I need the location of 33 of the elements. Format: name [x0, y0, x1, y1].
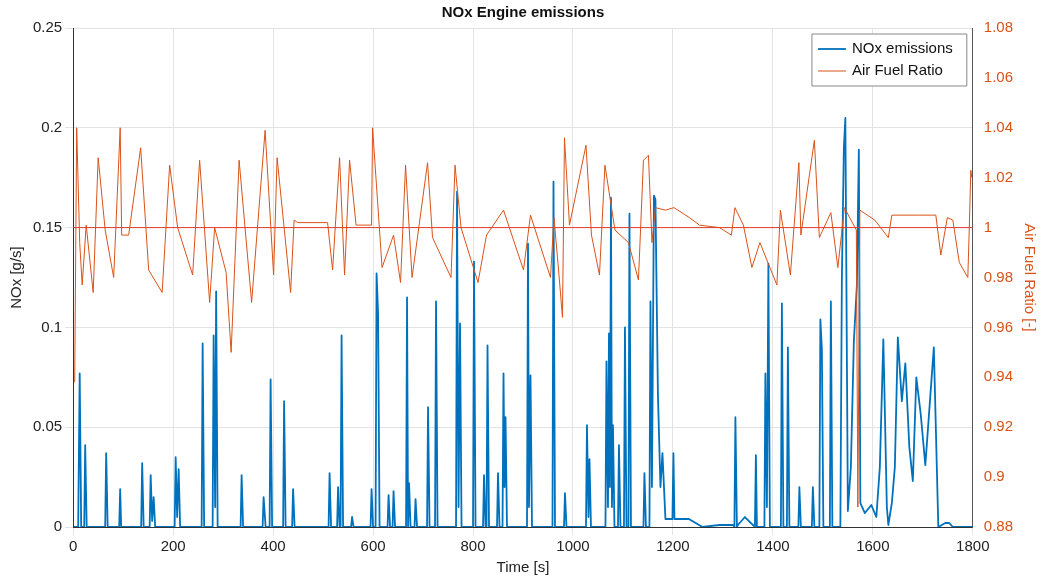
- y-tick-label: 0.15: [32, 217, 63, 235]
- y2-tick-label: 0.9: [983, 467, 1005, 485]
- y2-axis-title: Air Fuel Ratio [-]: [1021, 223, 1039, 332]
- legend-label: Air Fuel Ratio: [851, 61, 943, 79]
- y-tick-label: 0.05: [32, 417, 63, 435]
- y2-tick-label: 1: [983, 217, 993, 235]
- y2-tick-label: 0.92: [983, 417, 1014, 435]
- y2-tick-label: 0.94: [983, 367, 1014, 385]
- x-tick-label: 600: [360, 537, 386, 555]
- x-tick-label: 1600: [856, 537, 890, 555]
- legend-label: NOx emissions: [851, 39, 953, 57]
- y-tick-label: 0.25: [32, 18, 63, 36]
- x-tick-label: 200: [160, 537, 186, 555]
- y-tick-label: 0: [53, 517, 63, 535]
- y2-tick-label: 1.06: [983, 68, 1014, 86]
- x-tick-label: 1400: [756, 537, 790, 555]
- y2-tick-label: 1.08: [983, 18, 1014, 36]
- y2-tick-label: 0.88: [983, 517, 1014, 535]
- y2-tick-label: 1.04: [983, 117, 1014, 135]
- y2-tick-label: 1.02: [983, 167, 1014, 185]
- y-tick-label: 0.2: [41, 117, 63, 135]
- x-tick-label: 1800: [956, 537, 990, 555]
- y2-tick-label: 0.98: [983, 267, 1014, 285]
- x-tick-label: 1200: [656, 537, 690, 555]
- x-tick-label: 800: [460, 537, 486, 555]
- y2-tick-label: 0.96: [983, 317, 1014, 335]
- y-axis-title: NOx [g/s]: [7, 246, 25, 309]
- x-tick-label: 0: [69, 537, 78, 555]
- x-tick-label: 1000: [556, 537, 590, 555]
- y-tick-label: 0.1: [41, 317, 63, 335]
- x-tick-label: 400: [260, 537, 286, 555]
- x-axis-title: Time [s]: [496, 558, 550, 576]
- chart-title: NOx Engine emissions: [441, 3, 605, 21]
